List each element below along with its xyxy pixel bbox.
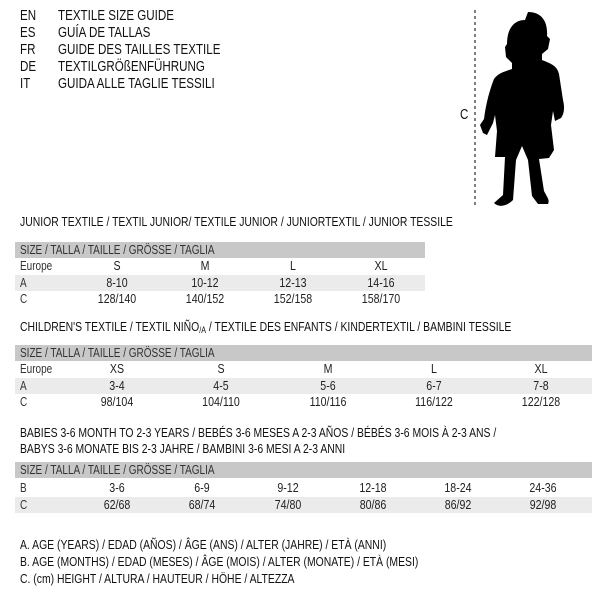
table-cell: L xyxy=(290,259,296,273)
table-cell: 80/86 xyxy=(359,498,387,512)
table-cell: 104/110 xyxy=(202,395,240,409)
row-label: Europe xyxy=(20,362,53,376)
table-header-label: SIZE / TALLA / TAILLE / GRÖSSE / TAGLIA xyxy=(20,243,215,257)
table-title-babies-line1: BABIES 3-6 MONTH TO 2-3 YEARS / BEBÉS 3-… xyxy=(20,425,497,440)
height-measure-label: C xyxy=(460,107,469,123)
table-cell: 12-13 xyxy=(279,276,307,290)
table-cell: 12-18 xyxy=(359,481,387,495)
table-header-band xyxy=(15,345,592,361)
title-part: CHILDREN'S TEXTILE / TEXTIL NIÑO xyxy=(20,319,200,334)
table-cell: 92/98 xyxy=(529,498,557,512)
table-header-band xyxy=(15,462,592,478)
table-cell: 10-12 xyxy=(191,276,219,290)
table-cell: 86/92 xyxy=(444,498,472,512)
table-cell: XS xyxy=(109,362,125,376)
table-title-babies-line2: BABYS 3-6 MONATE BIS 2-3 JAHRE / BAMBINI… xyxy=(20,441,346,456)
table-cell: 6-7 xyxy=(426,379,442,393)
language-title: TEXTILE SIZE GUIDE xyxy=(58,8,175,24)
language-title: GUIDE DES TAILLES TEXTILE xyxy=(58,42,221,58)
table-cell: 3-6 xyxy=(109,481,125,495)
row-shade xyxy=(15,378,592,394)
table-cell: 152/158 xyxy=(273,292,313,306)
language-code: ES xyxy=(20,25,36,41)
child-silhouette-figure xyxy=(474,10,565,206)
table-cell: 8-10 xyxy=(106,276,128,290)
language-code: IT xyxy=(20,76,31,92)
row-label: B xyxy=(20,481,27,495)
table-cell: 6-9 xyxy=(194,481,210,495)
table-cell: 110/116 xyxy=(309,395,347,409)
row-label: C xyxy=(20,395,28,409)
language-title: GUÍA DE TALLAS xyxy=(58,25,151,41)
table-cell: 4-5 xyxy=(213,379,229,393)
table-cell: 98/104 xyxy=(100,395,134,409)
table-cell: S xyxy=(217,362,225,376)
child-silhouette xyxy=(480,12,565,206)
row-label: C xyxy=(20,292,28,306)
table-header-band xyxy=(15,242,425,258)
table-title-junior: JUNIOR TEXTILE / TEXTIL JUNIOR/ TEXTILE … xyxy=(20,214,453,229)
table-cell: S xyxy=(113,259,121,273)
table-cell: 128/140 xyxy=(97,292,137,306)
legend-item: B. AGE (MONTHS) / EDAD (MESES) / ÂGE (MO… xyxy=(20,554,419,569)
title-part: / TEXTILE DES ENFANTS / KINDERTEXTIL / B… xyxy=(206,319,512,334)
table-cell: 62/68 xyxy=(103,498,131,512)
table-cell: 122/128 xyxy=(521,395,561,409)
table-cell: 5-6 xyxy=(320,379,336,393)
table-title-children: CHILDREN'S TEXTILE / TEXTIL NIÑO/A / TEX… xyxy=(20,319,511,338)
table-cell: 140/152 xyxy=(185,292,225,306)
table-cell: M xyxy=(200,259,210,273)
table-cell: 158/170 xyxy=(361,292,401,306)
row-label: A xyxy=(20,379,27,393)
table-cell: 68/74 xyxy=(188,498,216,512)
table-header-label: SIZE / TALLA / TAILLE / GRÖSSE / TAGLIA xyxy=(20,463,215,477)
title-part: /A xyxy=(199,325,207,335)
row-label: C xyxy=(20,498,28,512)
table-header-label: SIZE / TALLA / TAILLE / GRÖSSE / TAGLIA xyxy=(20,346,215,360)
table-cell: XL xyxy=(534,362,548,376)
table-cell: XL xyxy=(374,259,388,273)
legend-item: A. AGE (YEARS) / EDAD (AÑOS) / ÂGE (ANS)… xyxy=(20,537,387,552)
table-cell: 24-36 xyxy=(529,481,557,495)
table-cell: 14-16 xyxy=(367,276,395,290)
table-cell: 116/122 xyxy=(415,395,453,409)
row-label: A xyxy=(20,276,27,290)
row-shade xyxy=(15,275,425,291)
legend-item: C. (cm) HEIGHT / ALTURA / HAUTEUR / HÖHE… xyxy=(20,571,295,586)
language-code: FR xyxy=(20,42,36,58)
table-cell: M xyxy=(323,362,333,376)
table-cell: L xyxy=(431,362,437,376)
table-cell: 3-4 xyxy=(109,379,125,393)
table-cell: 7-8 xyxy=(533,379,549,393)
table-cell: 9-12 xyxy=(277,481,299,495)
table-cell: 74/80 xyxy=(274,498,302,512)
language-code: DE xyxy=(20,59,37,75)
language-code: EN xyxy=(20,8,37,24)
language-title: TEXTILGRÖßENFÜHRUNG xyxy=(58,59,205,75)
language-title: GUIDA ALLE TAGLIE TESSILI xyxy=(58,76,215,92)
row-label: Europe xyxy=(20,259,53,273)
row-shade xyxy=(15,497,592,513)
table-cell: 18-24 xyxy=(444,481,472,495)
